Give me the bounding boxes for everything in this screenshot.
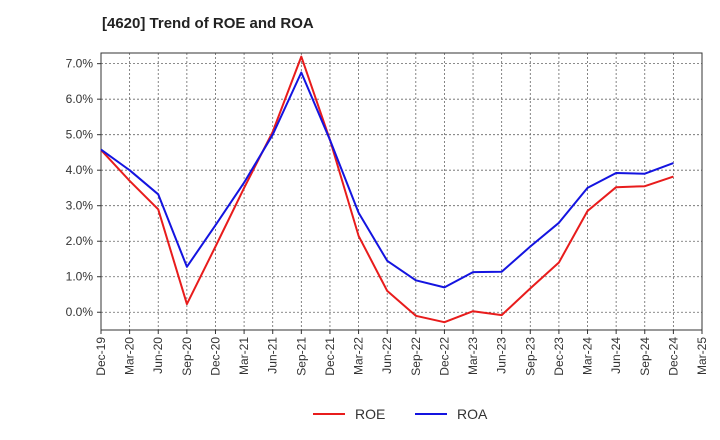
legend-label-roe: ROE [355, 406, 385, 422]
x-tick-label: Jun-23 [495, 337, 509, 374]
x-tick-label: Dec-23 [552, 337, 566, 376]
y-tick-label: 2.0% [66, 234, 94, 248]
x-tick-label: Dec-21 [323, 337, 337, 376]
x-tick-label: Sep-22 [409, 337, 423, 376]
x-tick-label: Mar-20 [123, 337, 137, 375]
x-tick-label: Dec-19 [94, 337, 108, 376]
x-tick-label: Jun-24 [609, 337, 623, 374]
x-tick-label: Mar-22 [352, 337, 366, 375]
y-tick-label: 4.0% [66, 163, 94, 177]
x-tick-label: Jun-21 [266, 337, 280, 374]
x-tick-label: Jun-20 [151, 337, 165, 374]
x-tick-label: Mar-23 [466, 337, 480, 375]
y-tick-label: 0.0% [66, 305, 94, 319]
series-layer [100, 55, 674, 324]
series-line-roa [100, 71, 674, 289]
y-tick-label: 1.0% [66, 270, 94, 284]
x-tick-label: Sep-21 [294, 337, 308, 376]
y-tick-label: 6.0% [66, 92, 94, 106]
x-tick-label: Sep-23 [523, 337, 537, 376]
y-tick-label: 5.0% [66, 128, 94, 142]
x-tick-label: Mar-24 [581, 337, 595, 375]
y-axis-ticks: 0.0% 1.0% 2.0% 3.0% 4.0% 5.0% 6.0% 7.0% [66, 57, 101, 319]
legend-label-roa: ROA [457, 406, 488, 422]
y-tick-label: 7.0% [66, 57, 94, 71]
x-tick-label: Dec-24 [666, 337, 680, 376]
chart-title: [4620] Trend of ROE and ROA [102, 15, 314, 32]
series-line-roe [100, 55, 674, 324]
x-tick-label: Sep-20 [180, 337, 194, 376]
y-tick-label: 3.0% [66, 199, 94, 213]
grid-layer [101, 53, 702, 330]
x-tick-label: Dec-20 [208, 337, 222, 376]
x-tick-label: Mar-25 [695, 337, 709, 375]
legend: ROE ROA [313, 406, 488, 422]
x-tick-label: Sep-24 [638, 337, 652, 376]
x-tick-label: Mar-21 [237, 337, 251, 375]
plot-frame [100, 52, 703, 331]
x-tick-label: Dec-22 [437, 337, 451, 376]
x-axis-ticks: Dec-19 Mar-20 Jun-20 Sep-20 Dec-20 Mar-21 Jun-… [94, 330, 709, 376]
x-tick-label: Jun-22 [380, 337, 394, 374]
